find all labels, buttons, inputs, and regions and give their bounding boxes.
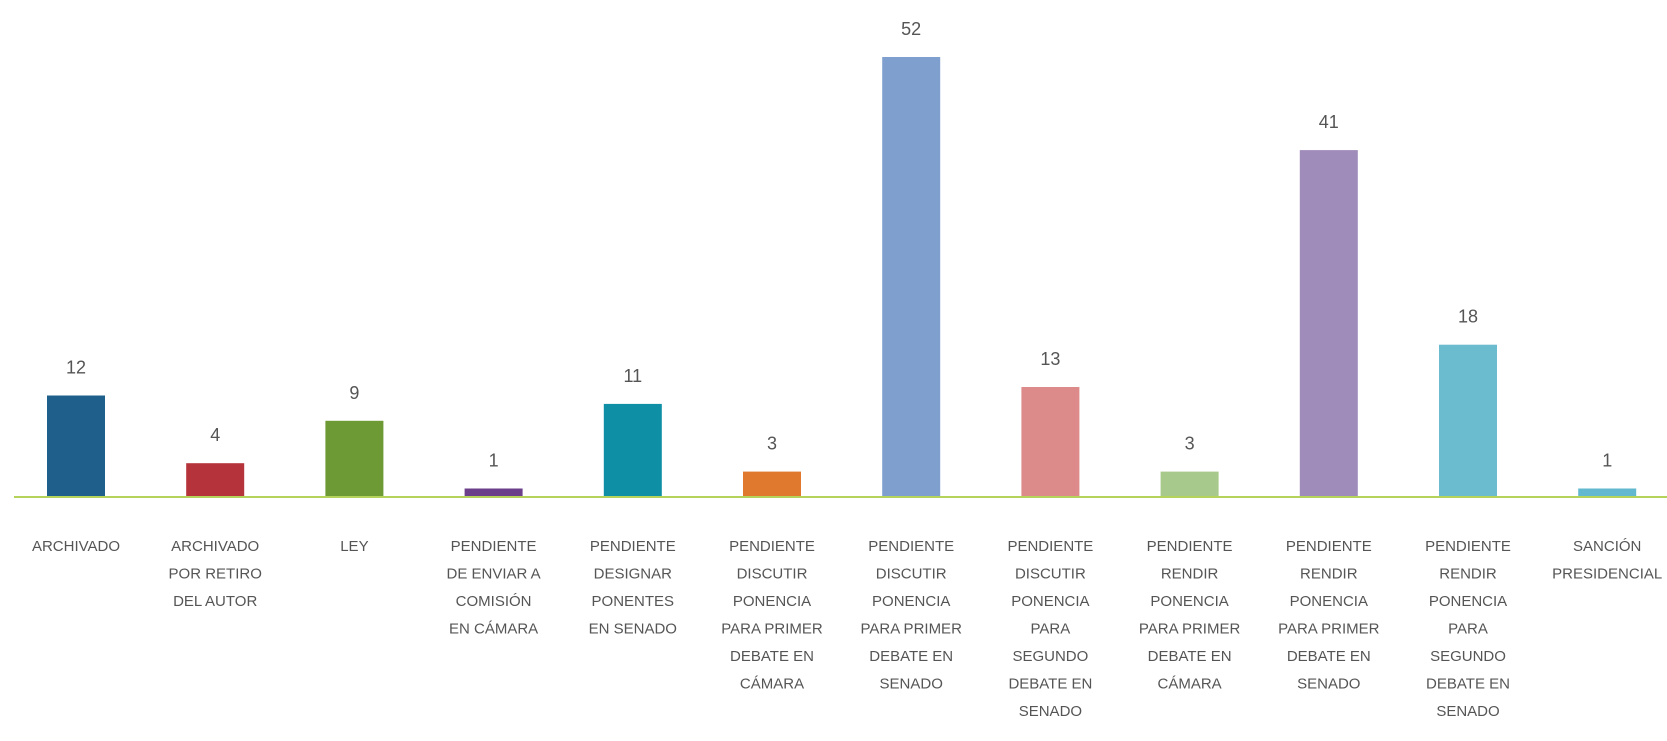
category-label-line: PENDIENTE — [868, 538, 954, 555]
category-label-line: ARCHIVADO — [32, 538, 120, 555]
category-label-line: EN CÁMARA — [449, 621, 538, 638]
category-label-line: DISCUTIR — [1015, 566, 1086, 583]
bar-3 — [464, 488, 523, 497]
category-label-4: PENDIENTE DESIGNAR PONENTES EN SENADO — [589, 538, 677, 638]
category-label-line: DISCUTIR — [737, 566, 808, 583]
category-label-line: PENDIENTE — [451, 538, 537, 555]
category-label-line: CÁMARA — [1158, 676, 1222, 693]
bar-7 — [1021, 387, 1080, 497]
data-label-11: 1 — [1602, 451, 1612, 471]
category-label-line: EN SENADO — [589, 621, 677, 638]
data-label-5: 3 — [767, 434, 777, 454]
category-label-line: DISCUTIR — [876, 566, 947, 583]
data-label-2: 9 — [349, 383, 359, 403]
bar-2 — [325, 420, 384, 497]
category-label-line: DEBATE EN — [730, 648, 814, 665]
category-label-line: PARA — [1448, 621, 1488, 638]
category-label-10: PENDIENTE RENDIR PONENCIA PARA SEGUNDO DEBATE… — [1425, 538, 1511, 720]
category-label-line: PENDIENTE — [1007, 538, 1093, 555]
category-label-11: SANCIÓN PRESIDENCIAL — [1552, 538, 1662, 583]
category-label-2: LEY — [340, 538, 368, 555]
data-label-4: 11 — [623, 366, 642, 386]
category-label-7: PENDIENTE DISCUTIR PONENCIA PARA SEGUNDO DEBA… — [1007, 538, 1093, 720]
category-label-line: PONENCIA — [1011, 593, 1089, 610]
category-label-3: PENDIENTE DE ENVIAR A COMISIÓN EN CÁMARA — [446, 538, 540, 638]
category-label-1: ARCHIVADO POR RETIRO DEL AUTOR — [169, 538, 262, 610]
data-label-3: 1 — [489, 451, 499, 471]
category-label-8: PENDIENTE RENDIR PONENCIA PARA PRIMER DEBATE… — [1139, 538, 1241, 693]
category-label-line: PONENCIA — [872, 593, 950, 610]
data-label-1: 4 — [210, 425, 220, 445]
data-label-0: 12 — [66, 358, 86, 378]
category-label-line: DEL AUTOR — [173, 593, 257, 610]
data-label-7: 13 — [1040, 349, 1060, 369]
category-label-line: PONENCIA — [733, 593, 811, 610]
category-label-line: PENDIENTE — [1147, 538, 1233, 555]
bar-1 — [186, 463, 245, 497]
category-label-line: PENDIENTE — [590, 538, 676, 555]
category-label-line: PARA PRIMER — [860, 621, 962, 638]
category-label-line: PARA PRIMER — [721, 621, 823, 638]
bars-group — [47, 57, 1637, 497]
category-label-line: DESIGNAR — [594, 566, 673, 583]
category-label-line: RENDIR — [1300, 566, 1358, 583]
category-label-line: ARCHIVADO — [171, 538, 259, 555]
category-label-line: CÁMARA — [740, 676, 804, 693]
category-label-line: DE ENVIAR A — [446, 566, 540, 583]
category-label-line: PENDIENTE — [729, 538, 815, 555]
category-label-line: POR RETIRO — [169, 566, 262, 583]
category-label-line: SENADO — [1019, 703, 1082, 720]
category-label-line: DEBATE EN — [1148, 648, 1232, 665]
category-label-line: DEBATE EN — [1287, 648, 1371, 665]
category-label-line: PONENCIA — [1429, 593, 1507, 610]
category-label-line: PENDIENTE — [1286, 538, 1372, 555]
category-label-line: DEBATE EN — [869, 648, 953, 665]
data-label-10: 18 — [1458, 307, 1478, 327]
category-label-line: SEGUNDO — [1012, 648, 1088, 665]
category-label-line: PONENCIA — [1290, 593, 1368, 610]
category-label-line: PENDIENTE — [1425, 538, 1511, 555]
category-label-5: PENDIENTE DISCUTIR PONENCIA PARA PRIMER DEBA… — [721, 538, 823, 693]
category-labels-group: ARCHIVADO ARCHIVADO POR RETIRO DEL AUTOR LEY… — [32, 538, 1662, 720]
category-label-line: SENADO — [1436, 703, 1499, 720]
category-label-line: SENADO — [880, 676, 943, 693]
category-label-line: RENDIR — [1439, 566, 1497, 583]
bar-4 — [603, 403, 662, 497]
bar-9 — [1299, 150, 1358, 497]
bar-5 — [743, 471, 801, 497]
category-label-line: DEBATE EN — [1008, 676, 1092, 693]
category-label-line: PRESIDENCIAL — [1552, 566, 1662, 583]
category-label-line: SEGUNDO — [1430, 648, 1506, 665]
category-label-line: COMISIÓN — [456, 593, 532, 610]
data-label-9: 41 — [1319, 112, 1339, 132]
bar-10 — [1439, 344, 1497, 497]
category-label-line: PARA — [1031, 621, 1071, 638]
bar-8 — [1160, 471, 1219, 497]
data-label-8: 3 — [1185, 434, 1195, 454]
bar-11 — [1578, 488, 1637, 497]
category-label-0: ARCHIVADO — [32, 538, 120, 555]
category-label-line: LEY — [340, 538, 368, 555]
category-label-line: SENADO — [1297, 676, 1360, 693]
bar-0 — [47, 395, 105, 497]
category-label-6: PENDIENTE DISCUTIR PONENCIA PARA PRIMER DEBA… — [860, 538, 962, 693]
category-label-line: PONENCIA — [1150, 593, 1228, 610]
bar-6 — [882, 57, 941, 497]
category-label-line: SANCIÓN — [1573, 538, 1641, 555]
category-label-line: PARA PRIMER — [1278, 621, 1380, 638]
category-label-line: RENDIR — [1161, 566, 1219, 583]
category-label-line: PARA PRIMER — [1139, 621, 1241, 638]
data-label-6: 52 — [901, 19, 921, 39]
category-label-line: DEBATE EN — [1426, 676, 1510, 693]
category-label-9: PENDIENTE RENDIR PONENCIA PARA PRIMER DEBATE… — [1278, 538, 1380, 693]
category-label-line: PONENTES — [592, 593, 675, 610]
